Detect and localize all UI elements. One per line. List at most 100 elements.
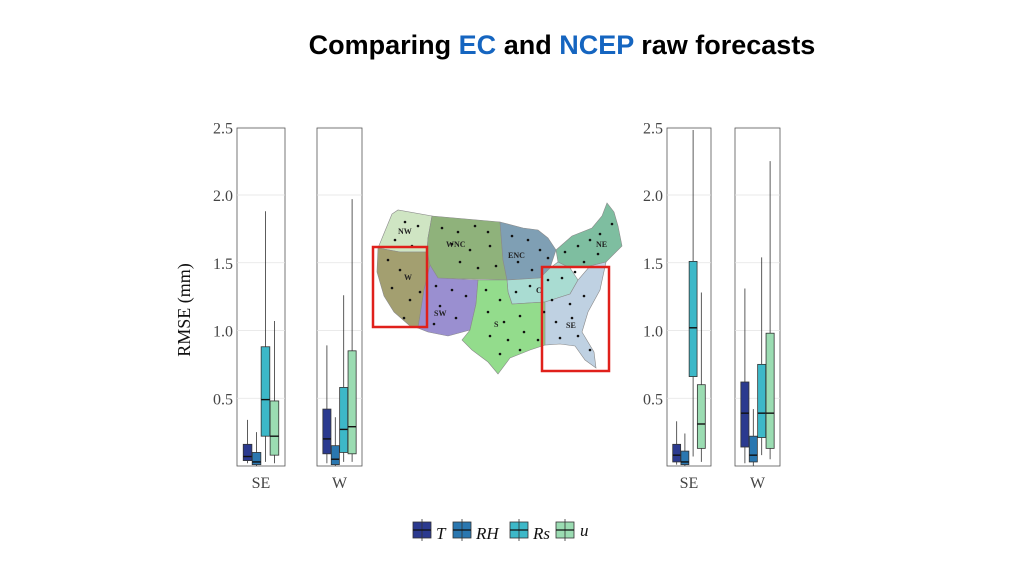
station-dot xyxy=(582,260,586,264)
map-label-se: SE xyxy=(566,321,576,330)
station-dot xyxy=(468,248,472,252)
station-dot xyxy=(398,268,402,272)
map-region-wnc xyxy=(426,215,508,281)
x-category-label: SE xyxy=(680,475,699,492)
station-dot xyxy=(416,224,420,228)
station-dot xyxy=(538,248,542,252)
box-iqr xyxy=(765,332,775,449)
station-dot xyxy=(554,320,558,324)
box-iqr xyxy=(242,443,253,461)
map-label-ne: NE xyxy=(596,240,607,249)
y-tick-label: 1.5 xyxy=(643,256,663,273)
box-rh xyxy=(251,432,262,466)
map-region-se xyxy=(544,261,607,369)
station-dot xyxy=(550,298,554,302)
station-dot xyxy=(588,348,592,352)
title-part2: and xyxy=(496,30,560,60)
station-dot xyxy=(568,302,572,306)
station-dot xyxy=(518,348,522,352)
title-part1: Comparing xyxy=(308,30,459,60)
station-dot xyxy=(434,284,438,288)
station-dot xyxy=(560,276,564,280)
box-iqr xyxy=(269,400,280,456)
box-u xyxy=(347,199,357,462)
legend-label: RH xyxy=(475,524,500,543)
map-label-c: C xyxy=(536,286,542,295)
x-category-label: W xyxy=(332,475,348,492)
map-label-enc: ENC xyxy=(508,251,525,260)
box-u xyxy=(696,292,706,462)
title-part3: raw forecasts xyxy=(633,30,816,60)
x-category-label: SE xyxy=(252,475,271,492)
station-dot xyxy=(573,270,577,274)
station-dot xyxy=(473,224,477,228)
y-tick-label: 1.5 xyxy=(213,256,233,273)
station-dot xyxy=(450,288,454,292)
station-dot xyxy=(432,322,436,326)
legend-item-u: u xyxy=(555,519,589,541)
station-dot xyxy=(456,230,460,234)
station-dot xyxy=(403,220,407,224)
panel-ec-se: SE xyxy=(236,126,286,492)
station-dot xyxy=(476,266,480,270)
legend-item-rs: Rs xyxy=(509,519,550,543)
station-dot xyxy=(494,264,498,268)
station-dot xyxy=(486,310,490,314)
station-dot xyxy=(502,320,506,324)
station-dot xyxy=(486,230,490,234)
box-iqr xyxy=(347,350,357,455)
box-rh xyxy=(330,417,340,466)
station-dot xyxy=(526,238,530,242)
box-iqr xyxy=(260,346,271,437)
y-tick-label: 1.0 xyxy=(213,324,233,341)
box-iqr xyxy=(251,452,262,466)
y-tick-label: 2.0 xyxy=(213,188,233,205)
legend: T RH Rs u xyxy=(412,519,589,543)
boxplot-group-ec: 0.5 1.0 1.5 2.0 2.5 SE W xyxy=(213,120,363,492)
station-dot xyxy=(440,226,444,230)
station-dot xyxy=(510,234,514,238)
map-region-sw xyxy=(417,264,479,337)
station-dot xyxy=(488,334,492,338)
station-dot xyxy=(506,338,510,342)
map-region-enc xyxy=(499,221,557,281)
x-category-label: W xyxy=(750,475,766,492)
station-dot xyxy=(576,244,580,248)
box-rs xyxy=(339,295,349,462)
box-t xyxy=(740,288,750,464)
station-dot xyxy=(402,316,406,320)
station-dot xyxy=(454,316,458,320)
y-tick-label: 2.5 xyxy=(213,120,233,137)
station-dot xyxy=(458,260,462,264)
station-dot xyxy=(498,352,502,356)
box-iqr xyxy=(696,384,706,449)
map-highlight-se xyxy=(540,265,611,373)
box-u xyxy=(269,321,280,464)
station-dot xyxy=(546,256,550,260)
map-label-nw: NW xyxy=(398,227,412,236)
station-dot xyxy=(484,288,488,292)
box-t xyxy=(672,421,682,465)
station-dot xyxy=(464,294,468,298)
station-dot xyxy=(528,284,532,288)
legend-label: Rs xyxy=(532,524,550,543)
y-tick-label: 2.5 xyxy=(643,120,663,137)
box-rs xyxy=(260,211,271,462)
panel-ncep-se: SE xyxy=(666,126,712,492)
station-dot xyxy=(386,258,390,262)
station-dot xyxy=(598,232,602,236)
box-iqr xyxy=(672,443,682,463)
station-dot xyxy=(546,278,550,282)
y-tick-label: 2.0 xyxy=(643,188,663,205)
legend-label: T xyxy=(436,524,447,543)
station-dot xyxy=(530,268,534,272)
station-dot xyxy=(438,304,442,308)
box-t xyxy=(322,345,332,464)
map-label-s: S xyxy=(494,320,499,329)
station-dot xyxy=(408,298,412,302)
station-dot xyxy=(542,310,546,314)
boxplots: 0.5 1.0 1.5 2.0 2.5 SE W 0.5 1.0 1.5 2.0 2.5 SE W xyxy=(213,120,781,492)
box-iqr xyxy=(339,387,349,453)
station-dot xyxy=(558,336,562,340)
box-iqr xyxy=(740,381,750,448)
